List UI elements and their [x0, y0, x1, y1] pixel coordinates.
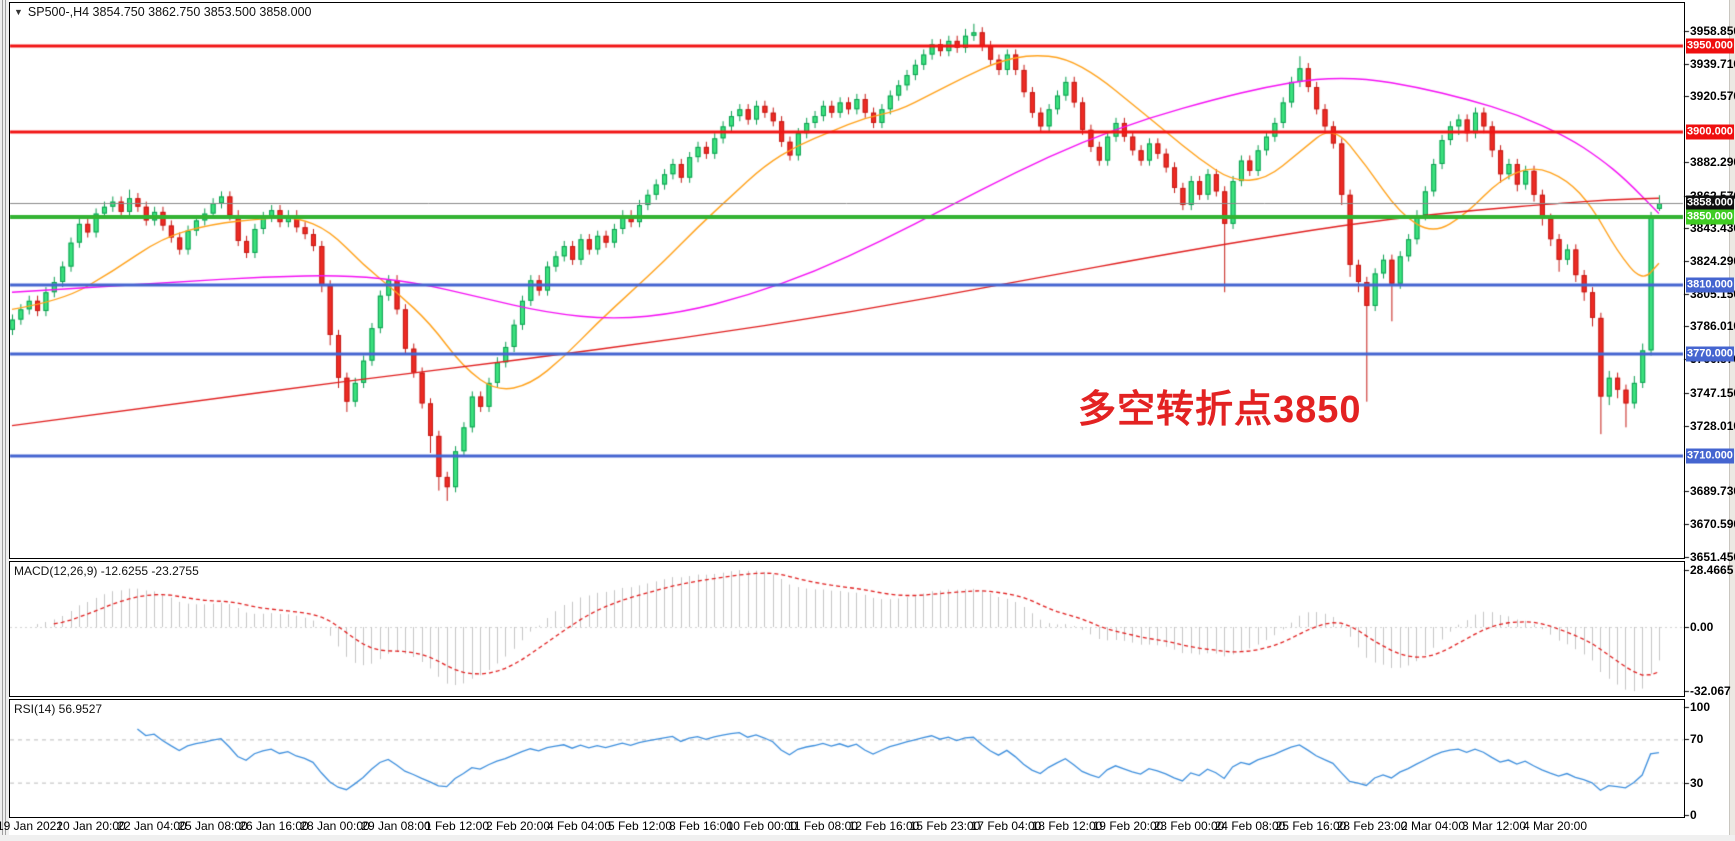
- rsi-axis-tick-label: 70: [1690, 732, 1704, 747]
- y-axis-tick-label: 3882.290: [1690, 154, 1735, 169]
- y-axis-tick-label: 3958.850: [1690, 23, 1735, 38]
- y-axis-tick-label: 3670.590: [1690, 516, 1735, 531]
- macd-indicator-label: MACD(12,26,9) -12.6255 -23.2755: [14, 564, 199, 578]
- macd-panel[interactable]: [9, 561, 1685, 697]
- x-axis-label: 29 Jan 08:00: [361, 819, 431, 833]
- y-axis-tick-label: 3939.710: [1690, 56, 1735, 71]
- y-axis-tick-label: 3651.450: [1690, 549, 1735, 564]
- price-level-badge-3858: 3858.000: [1686, 195, 1734, 211]
- x-axis-label: 18 Feb 12:00: [1031, 819, 1103, 833]
- x-axis-label: 19 Jan 2021: [0, 819, 64, 833]
- macd-axis-tick-label: 28.4665: [1690, 563, 1734, 578]
- price-panel[interactable]: [9, 2, 1685, 559]
- x-axis-label: 25 Jan 08:00: [178, 819, 248, 833]
- x-axis-label: 22 Jan 04:00: [117, 819, 187, 833]
- y-axis-tick-label: 3747.150: [1690, 385, 1735, 400]
- price-level-badge-3710: 3710.000: [1686, 448, 1734, 464]
- rsi-panel[interactable]: [9, 699, 1685, 818]
- chart-title: ▼ SP500-,H4 3854.750 3862.750 3853.500 38…: [14, 5, 312, 19]
- annotation-text[interactable]: 多空转折点3850: [1078, 389, 1362, 431]
- x-axis-label: 28 Feb 23:00: [1336, 819, 1408, 833]
- x-axis-label: 17 Feb 04:00: [970, 819, 1042, 833]
- rsi-axis-tick-label: 30: [1690, 775, 1704, 790]
- x-axis-label: 8 Feb 16:00: [668, 819, 734, 833]
- macd-axis-tick-label: 0.00: [1690, 620, 1714, 634]
- x-axis-label: 11 Feb 08:00: [788, 819, 858, 833]
- x-axis-label: 23 Feb 00:00: [1153, 819, 1225, 833]
- window-bottom-edge: [0, 835, 1735, 841]
- x-axis-label: 12 Feb 16:00: [848, 819, 920, 833]
- x-axis-label: 26 Jan 16:00: [239, 819, 309, 833]
- x-axis-label: 20 Jan 20:00: [56, 819, 126, 833]
- y-axis-tick-label: 3843.430: [1690, 221, 1735, 236]
- x-axis-label: 2 Feb 20:00: [485, 819, 551, 833]
- x-axis-label: 24 Feb 08:00: [1214, 819, 1286, 833]
- window-right-edge: [1729, 0, 1735, 841]
- x-axis-label: 19 Feb 20:00: [1092, 819, 1164, 833]
- y-axis-tick-label: 3786.010: [1690, 319, 1735, 334]
- x-axis-label: 15 Feb 23:00: [909, 819, 981, 833]
- x-axis-label: 28 Jan 00:00: [300, 819, 370, 833]
- rsi-axis-tick-label: 100: [1690, 700, 1711, 714]
- macd-axis-tick-label: -32.067: [1690, 684, 1731, 699]
- chart-collapse-icon[interactable]: ▼: [14, 7, 23, 17]
- x-axis-label: 4 Feb 04:00: [546, 819, 612, 833]
- rsi-indicator-label: RSI(14) 56.9527: [14, 702, 103, 716]
- window-left-edge: [0, 0, 9, 841]
- rsi-axis-tick-label: 0: [1690, 808, 1697, 822]
- x-axis-label: 4 Mar 20:00: [1522, 819, 1588, 833]
- y-axis-tick-label: 3824.290: [1690, 253, 1735, 268]
- x-axis-label: 2 Mar 04:00: [1400, 819, 1466, 833]
- y-axis-tick-label: 3920.570: [1690, 89, 1735, 104]
- x-axis-label: 10 Feb 00:00: [726, 819, 798, 833]
- price-level-badge-3850: 3850.000: [1686, 209, 1734, 225]
- x-axis-label: 3 Mar 12:00: [1461, 819, 1527, 833]
- price-level-badge-3950: 3950.000: [1686, 38, 1734, 54]
- y-axis-tick-label: 3689.730: [1690, 484, 1735, 499]
- x-axis-label: 1 Feb 12:00: [424, 819, 490, 833]
- x-axis-label: 25 Feb 16:00: [1275, 819, 1347, 833]
- price-level-badge-3770: 3770.000: [1686, 346, 1734, 362]
- price-level-badge-3810: 3810.000: [1686, 277, 1734, 293]
- chart-title-text: SP500-,H4 3854.750 3862.750 3853.500 385…: [27, 5, 312, 19]
- x-axis-label: 5 Feb 12:00: [607, 819, 673, 833]
- price-level-badge-3900: 3900.000: [1686, 124, 1734, 139]
- y-axis-tick-label: 3728.010: [1690, 418, 1735, 433]
